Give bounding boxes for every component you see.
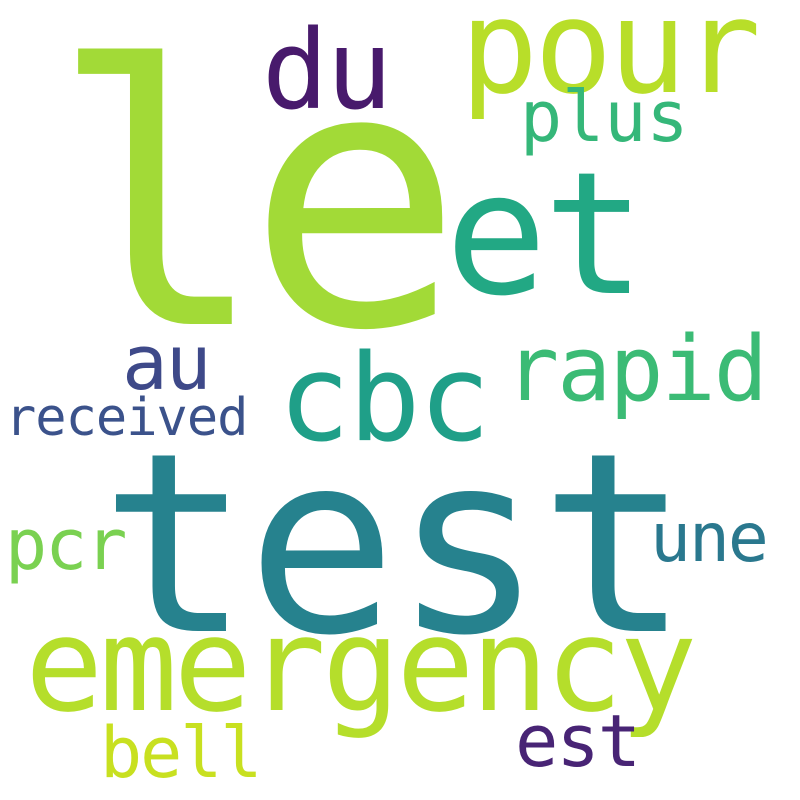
word-pcr: pcr <box>5 504 127 586</box>
word-et: et <box>445 136 646 334</box>
word-le: le <box>50 0 464 409</box>
word-une: une <box>650 499 769 578</box>
word-cbc: cbc <box>278 330 491 469</box>
word-est: est <box>515 699 641 783</box>
word-plus: plus <box>520 76 689 158</box>
word-rapid: rapid <box>505 317 768 422</box>
word-pour: pour <box>460 0 761 123</box>
word-bell: bell <box>100 712 263 794</box>
word-emergency: emergency <box>25 589 697 741</box>
word-au: au <box>122 318 212 407</box>
word-received: received <box>5 388 248 448</box>
word-du: du <box>262 6 392 134</box>
word-test: test <box>100 399 690 690</box>
